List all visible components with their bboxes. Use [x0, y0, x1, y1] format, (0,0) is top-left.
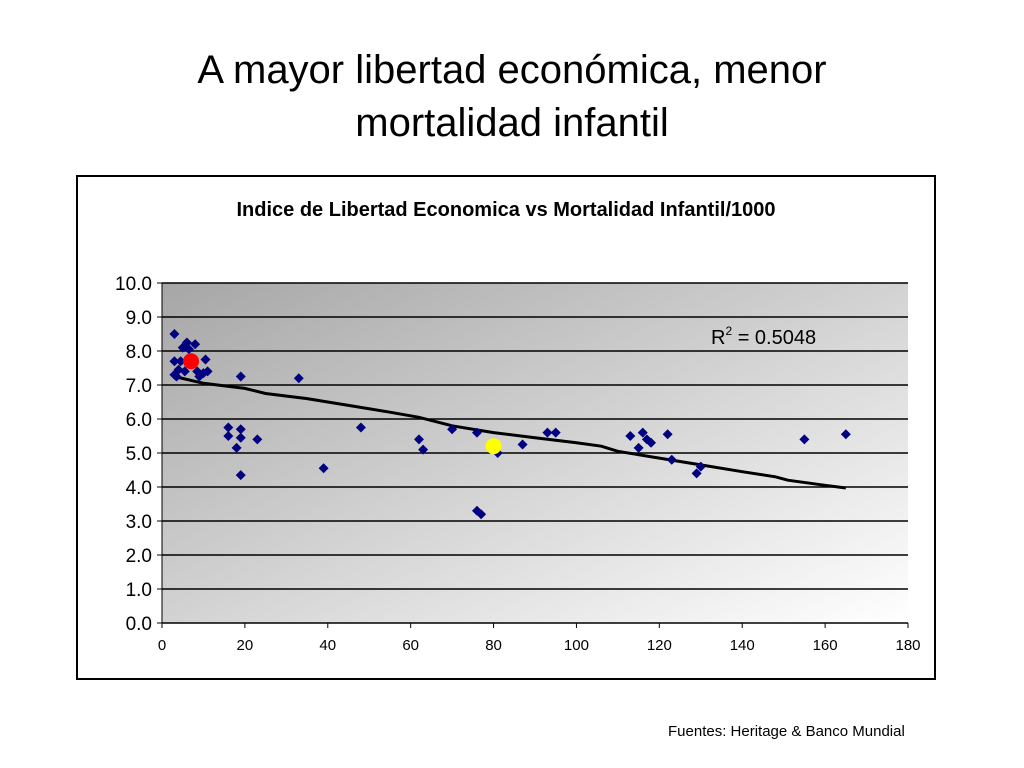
highlight-point	[485, 438, 502, 455]
x-tick-label: 100	[564, 637, 589, 654]
data-point	[223, 422, 234, 433]
y-tick-label: 3.0	[126, 512, 152, 533]
data-point	[542, 427, 553, 438]
data-point	[550, 427, 561, 438]
data-point	[666, 454, 677, 465]
x-tick-label: 20	[237, 637, 254, 654]
highlight-point	[183, 353, 200, 370]
data-point	[637, 427, 648, 438]
data-point	[190, 339, 201, 350]
data-point	[625, 431, 636, 441]
data-point	[413, 434, 424, 445]
x-tick-label: 160	[813, 637, 838, 654]
data-point	[169, 356, 180, 367]
data-point	[200, 354, 211, 365]
data-point	[235, 424, 246, 435]
data-point	[223, 431, 234, 441]
slide-title: A mayor libertad económica, menor mortal…	[60, 44, 964, 150]
data-point	[447, 424, 458, 435]
data-point	[476, 509, 487, 520]
data-point	[293, 373, 304, 384]
y-tick-label: 2.0	[126, 546, 152, 567]
y-tick-label: 10.0	[115, 274, 152, 295]
data-point	[471, 427, 482, 438]
y-tick-label: 8.0	[126, 342, 152, 363]
x-tick-label: 180	[895, 637, 920, 654]
data-point	[173, 364, 184, 375]
x-tick-label: 0	[158, 637, 166, 654]
x-tick-label: 40	[319, 637, 336, 654]
data-point	[235, 432, 246, 443]
data-point	[633, 442, 644, 453]
y-tick-label: 9.0	[126, 308, 152, 329]
data-point	[177, 342, 188, 353]
y-tick-label: 6.0	[126, 410, 152, 431]
x-tick-label: 80	[485, 637, 502, 654]
data-point	[231, 442, 242, 453]
r-squared-label: R2 = 0.5048	[711, 324, 816, 349]
x-tick-label: 60	[402, 637, 419, 654]
data-point	[646, 437, 657, 448]
data-point	[695, 461, 706, 472]
trendline	[174, 375, 847, 490]
source-note: Fuentes: Heritage & Banco Mundial	[668, 723, 905, 740]
data-point	[202, 366, 213, 377]
data-point	[517, 439, 528, 450]
data-point	[179, 366, 190, 377]
x-tick-label: 120	[647, 637, 672, 654]
y-tick-label: 1.0	[126, 580, 152, 601]
y-tick-label: 0.0	[126, 614, 152, 635]
data-point	[252, 434, 263, 445]
data-point	[691, 468, 702, 479]
data-point	[662, 429, 673, 440]
data-point	[355, 422, 366, 433]
data-point	[799, 434, 810, 445]
data-point	[235, 470, 246, 481]
data-point	[318, 463, 329, 474]
data-point	[418, 444, 429, 455]
y-tick-label: 7.0	[126, 376, 152, 397]
data-point	[183, 344, 194, 355]
chart-title: Indice de Libertad Economica vs Mortalid…	[236, 199, 776, 221]
x-tick-label: 140	[730, 637, 755, 654]
data-point	[169, 329, 180, 339]
y-tick-label: 4.0	[126, 478, 152, 499]
data-point	[235, 371, 246, 382]
chart-frame: 0.0 1.0 2.0 3.0 4.0 5.0 6.0 7.0 8.0 9.0 10.0 0 20 40 6…	[76, 175, 936, 680]
data-point	[840, 429, 851, 440]
data-point	[192, 366, 203, 377]
data-point	[175, 356, 186, 367]
scatter-chart: 0.0 1.0 2.0 3.0 4.0 5.0 6.0 7.0 8.0 9.0 10.0 0 20 40 6…	[115, 274, 921, 654]
slide-title-line-2: mortalidad infantil	[355, 101, 669, 145]
y-tick-label: 5.0	[126, 444, 152, 465]
slide-title-line-1: A mayor libertad económica, menor	[197, 48, 827, 92]
